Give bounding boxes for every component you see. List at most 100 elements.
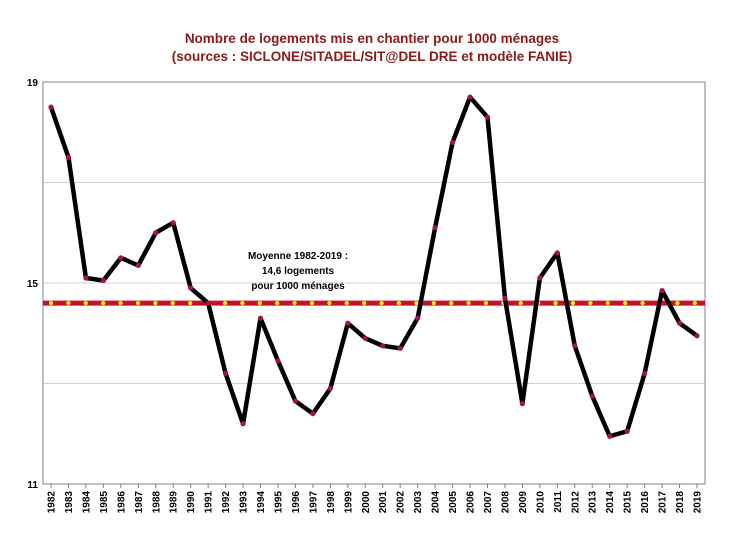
average-line-dot	[83, 301, 88, 306]
x-tick-label: 1983	[64, 491, 75, 514]
chart-subtitle: (sources : SICLONE/SITADEL/SIT@DEL DRE e…	[172, 49, 572, 64]
x-tick-label: 1986	[116, 491, 127, 514]
data-point	[467, 94, 473, 100]
average-line-dot	[379, 301, 384, 306]
series-layer	[48, 94, 700, 439]
x-tick-label: 1999	[343, 491, 354, 514]
chart-title: Nombre de logements mis en chantier pour…	[185, 31, 559, 46]
data-point	[205, 300, 211, 306]
annotation-line-1: Moyenne 1982-2019 :	[248, 251, 348, 262]
average-line-dot	[396, 301, 402, 306]
average-line-dot	[570, 301, 576, 306]
average-line-dot	[362, 301, 367, 306]
average-line-dot	[553, 301, 558, 306]
x-tick-label: 1993	[239, 491, 250, 514]
x-tick-label: 2010	[535, 491, 546, 514]
data-point	[292, 398, 299, 404]
average-line-dot	[588, 301, 593, 306]
series-line	[48, 94, 699, 439]
data-point	[100, 277, 106, 284]
average-line-dot	[327, 301, 332, 306]
data-point	[310, 411, 316, 417]
average-line-dot	[240, 301, 245, 306]
data-point	[153, 230, 159, 236]
average-reference-line	[43, 300, 705, 306]
data-point	[694, 333, 700, 339]
data-point	[170, 220, 176, 226]
average-line-dot	[118, 301, 123, 306]
average-line-dot	[66, 301, 71, 306]
data-point	[135, 262, 141, 269]
data-point	[345, 320, 351, 326]
data-point	[48, 104, 54, 110]
data-point	[607, 433, 613, 439]
data-point	[519, 401, 526, 407]
data-point	[327, 385, 333, 392]
average-line-dot	[275, 301, 280, 306]
x-tick-label: 2012	[570, 491, 581, 514]
y-tick-label: 15	[27, 279, 39, 290]
x-tick-label: 1982	[47, 491, 58, 514]
x-tick-label: 2004	[431, 491, 442, 514]
average-line-dot	[640, 301, 645, 306]
x-tick-label: 1992	[221, 491, 232, 514]
average-line-dot	[48, 301, 54, 306]
x-tick-label: 1985	[99, 491, 110, 514]
average-line-dot	[675, 301, 680, 306]
y-tick-label: 11	[27, 480, 38, 491]
x-tick-label: 2019	[693, 491, 704, 514]
data-point	[572, 343, 578, 349]
data-point	[222, 370, 229, 377]
average-line-dot	[449, 301, 454, 306]
average-annotation: Moyenne 1982-2019 : 14,6 logements pour …	[248, 251, 348, 292]
x-tick-label: 2013	[588, 491, 599, 514]
x-tick-label: 2007	[483, 491, 494, 514]
x-tick-label: 1989	[169, 491, 180, 514]
average-line-dot	[518, 301, 523, 306]
data-point	[624, 428, 630, 434]
x-tick-label: 2003	[413, 491, 424, 514]
x-tick-label: 2016	[640, 491, 651, 514]
average-line-dot	[188, 301, 193, 306]
data-point	[83, 275, 89, 281]
data-point	[484, 114, 491, 120]
x-tick-label: 2005	[448, 491, 459, 514]
x-tick-label: 2011	[553, 491, 564, 513]
average-line-dot	[292, 301, 297, 306]
average-line-dot	[414, 301, 419, 306]
data-point	[118, 255, 124, 261]
axes: 11 15 19 1982 1983 1984 1985 1986 1987 1988 1989 19…	[27, 78, 704, 513]
average-line-dot	[309, 301, 315, 306]
x-tick-label: 2000	[361, 491, 372, 514]
average-line-dot	[605, 301, 610, 306]
x-tick-label: 1995	[273, 491, 284, 514]
x-tick-label: 2001	[378, 491, 389, 514]
x-tick-label: 2008	[500, 491, 511, 514]
data-point	[240, 421, 246, 427]
average-line-dot	[257, 301, 262, 306]
x-tick-label: 1990	[186, 491, 197, 514]
average-line-dot	[692, 301, 697, 306]
x-tick-label: 2014	[605, 491, 616, 514]
x-tick-label: 1997	[308, 491, 319, 514]
average-line-dot	[135, 301, 141, 306]
y-tick-label: 19	[27, 78, 39, 89]
data-point	[449, 139, 456, 145]
x-tick-label: 2002	[396, 491, 407, 514]
data-point	[589, 393, 595, 399]
data-point	[642, 370, 648, 377]
data-point	[415, 315, 421, 321]
data-point	[362, 335, 368, 341]
annotation-line-3: pour 1000 ménages	[251, 281, 345, 292]
x-tick-label: 1991	[204, 491, 215, 514]
gridlines	[43, 182, 705, 384]
annotation-line-2: 14,6 logements	[262, 266, 335, 277]
average-line-dot	[483, 301, 489, 306]
average-line-dot	[153, 301, 158, 306]
x-tick-label: 1988	[151, 491, 162, 514]
data-point	[65, 154, 72, 160]
data-point	[275, 358, 281, 364]
data-point	[188, 285, 194, 291]
data-point	[659, 287, 665, 294]
